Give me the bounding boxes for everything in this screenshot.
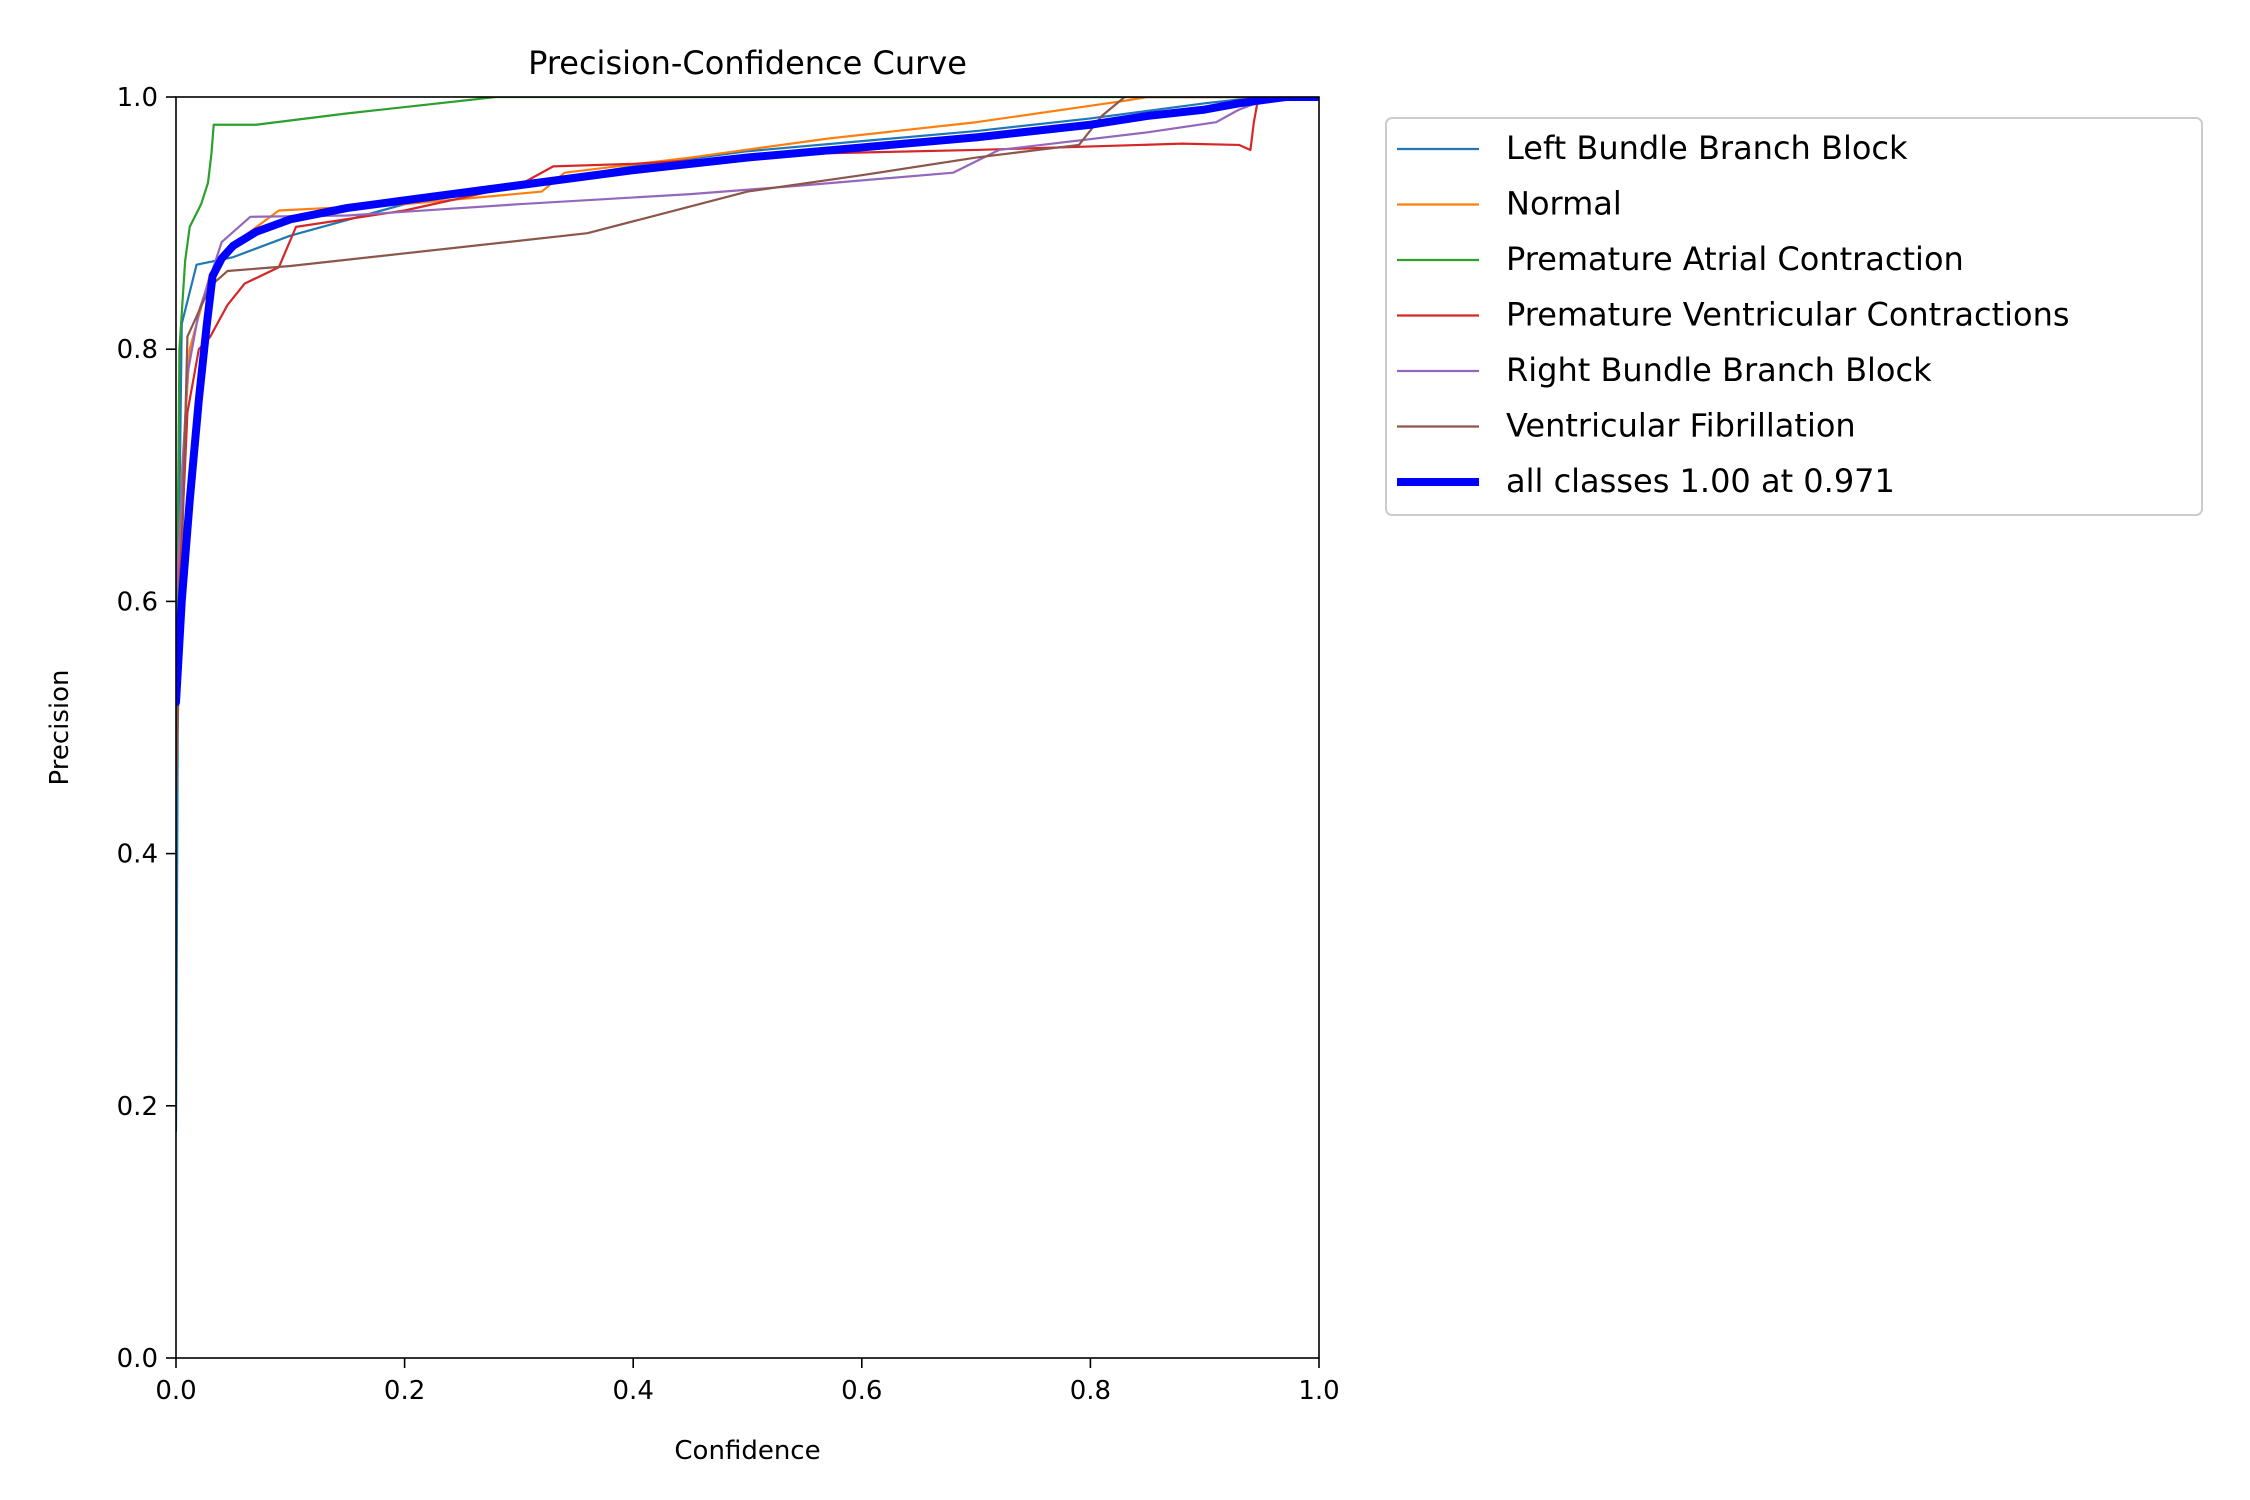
- x-tick-label: 0.2: [384, 1376, 425, 1406]
- plot-area: [175, 96, 1320, 1359]
- x-tick-label: 0.6: [841, 1376, 882, 1406]
- y-tick-label: 1.0: [117, 83, 158, 113]
- legend-label-right-bundle-branch-block: Right Bundle Branch Block: [1506, 351, 1932, 389]
- plot-frame: [175, 96, 1320, 1359]
- legend-label-left-bundle-branch-block: Left Bundle Branch Block: [1506, 129, 1908, 167]
- x-tick-label: 1.0: [1298, 1376, 1339, 1406]
- y-tick-label: 0.8: [117, 335, 158, 365]
- y-tick-label: 0.6: [117, 587, 158, 617]
- y-axis-label: Precision: [45, 669, 75, 785]
- legend-items: Left Bundle Branch Block Normal Premature …: [1397, 129, 2070, 500]
- legend-label-premature-ventricular-contractions: Premature Ventricular Contractions: [1506, 296, 2070, 334]
- y-axis: 0.0 0.2 0.4 0.6 0.8 1.0: [117, 83, 176, 1374]
- legend-label-ventricular-fibrillation: Ventricular Fibrillation: [1506, 407, 1856, 445]
- x-axis-label: Confidence: [674, 1436, 820, 1466]
- y-tick-label: 0.4: [117, 840, 158, 870]
- x-tick-label: 0.8: [1070, 1376, 1111, 1406]
- chart-title: Precision-Confidence Curve: [528, 44, 967, 82]
- x-tick-label: 0.0: [155, 1376, 196, 1406]
- legend-label-premature-atrial-contraction: Premature Atrial Contraction: [1506, 240, 1964, 278]
- series-line-all-classes-1-00-at-0-971: [176, 97, 1319, 707]
- legend-label-normal: Normal: [1506, 185, 1622, 223]
- y-tick-label: 0.0: [117, 1344, 158, 1374]
- legend-label-all-classes-1-00-at-0-971: all classes 1.00 at 0.971: [1506, 462, 1895, 500]
- series-line-premature-atrial-contraction: [176, 97, 1319, 729]
- x-tick-label: 0.4: [613, 1376, 654, 1406]
- y-tick-label: 0.2: [117, 1092, 158, 1122]
- x-axis: 0.0 0.2 0.4 0.6 0.8 1.0: [155, 1358, 1340, 1406]
- legend-frame: [1385, 117, 2203, 516]
- series-layer: [176, 97, 1319, 1133]
- legend: Left Bundle Branch Block Normal Premature …: [1385, 117, 2203, 516]
- series-line-premature-ventricular-contractions: [176, 97, 1319, 666]
